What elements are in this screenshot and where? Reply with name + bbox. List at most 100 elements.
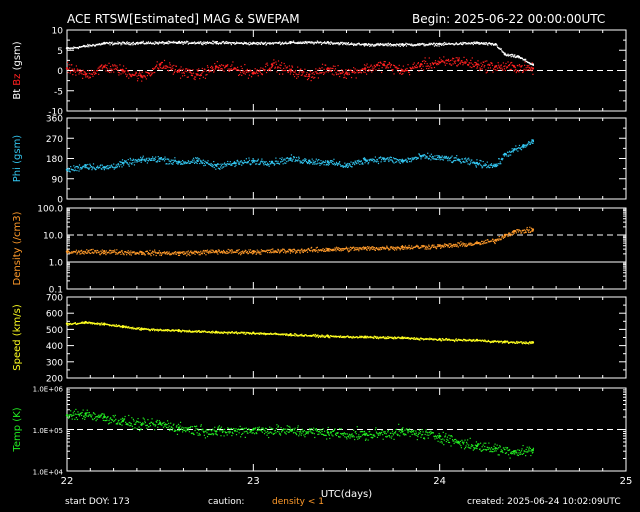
data-point: [93, 44, 95, 46]
data-point: [488, 164, 490, 166]
data-point: [203, 331, 205, 333]
data-point: [384, 247, 386, 249]
data-point: [205, 43, 207, 45]
data-point: [277, 41, 280, 44]
data-point: [244, 42, 246, 45]
data-point: [172, 330, 174, 332]
data-point: [465, 62, 467, 64]
data-point: [188, 160, 190, 163]
data-point: [408, 71, 410, 74]
data-point: [484, 42, 486, 44]
data-point: [375, 43, 378, 45]
data-point: [258, 333, 260, 335]
data-point: [377, 42, 379, 45]
data-point: [515, 68, 517, 71]
data-point: [214, 63, 216, 65]
data-point: [155, 254, 157, 257]
data-point: [74, 71, 76, 73]
data-point: [399, 43, 401, 45]
data-point: [183, 253, 185, 255]
data-point: [269, 68, 271, 70]
data-point: [167, 158, 169, 160]
data-point: [156, 329, 158, 331]
data-point: [176, 42, 178, 44]
data-point: [341, 41, 343, 43]
data-point: [116, 166, 118, 169]
data-point: [478, 64, 480, 66]
data-point: [158, 252, 160, 254]
data-point: [87, 69, 89, 72]
data-point: [268, 165, 270, 167]
data-point: [127, 326, 129, 328]
data-point: [155, 252, 157, 254]
data-point: [519, 56, 521, 59]
data-point: [221, 41, 224, 43]
data-point: [277, 333, 279, 335]
data-point: [182, 251, 184, 253]
data-point: [136, 327, 138, 329]
data-point: [433, 62, 435, 64]
data-point: [152, 72, 154, 74]
data-point: [314, 76, 316, 79]
data-point: [434, 155, 436, 157]
anchor-point: [513, 148, 516, 151]
data-point: [84, 46, 86, 48]
data-point: [458, 57, 460, 59]
data-point: [442, 42, 444, 45]
data-point: [442, 244, 444, 246]
data-point: [431, 245, 433, 247]
data-point: [331, 73, 333, 75]
data-point: [410, 338, 412, 340]
data-point: [236, 66, 239, 68]
data-point: [326, 335, 328, 337]
data-point: [518, 144, 521, 147]
data-point: [167, 43, 169, 45]
data-point: [341, 72, 343, 74]
data-point: [261, 158, 263, 160]
data-point: [471, 339, 473, 341]
data-point: [307, 75, 309, 78]
data-point: [430, 247, 432, 249]
data-point: [527, 144, 529, 146]
data-point: [67, 71, 69, 74]
data-point: [243, 43, 245, 45]
data-point: [455, 42, 457, 44]
data-point: [460, 162, 463, 164]
data-point: [180, 66, 182, 68]
data-point: [137, 43, 139, 45]
data-point: [377, 338, 380, 340]
data-point: [156, 41, 158, 43]
data-point: [141, 253, 143, 256]
data-point: [247, 162, 249, 164]
data-point: [245, 250, 247, 252]
data-point: [458, 338, 460, 340]
data-point: [400, 43, 402, 45]
data-point: [516, 70, 518, 72]
data-point: [120, 73, 122, 75]
data-point: [426, 43, 428, 46]
data-point: [99, 68, 101, 70]
data-point: [281, 250, 283, 252]
data-point: [128, 42, 130, 44]
data-point: [455, 60, 457, 62]
data-point: [78, 73, 80, 75]
data-point: [358, 247, 360, 249]
data-point: [459, 158, 461, 161]
data-point: [503, 341, 505, 343]
data-point: [412, 158, 414, 161]
data-point: [162, 67, 164, 69]
data-point: [413, 336, 415, 339]
data-point: [181, 163, 183, 165]
data-point: [205, 74, 207, 76]
data-point: [483, 340, 485, 342]
data-point: [212, 66, 214, 68]
y-tick-label-phi: 360: [46, 115, 63, 125]
data-point: [300, 41, 302, 43]
data-point: [226, 165, 228, 167]
data-point: [289, 68, 291, 70]
data-point: [164, 329, 167, 331]
data-point: [433, 66, 436, 69]
data-point: [84, 71, 86, 73]
data-point: [198, 330, 200, 333]
data-point: [117, 71, 119, 73]
